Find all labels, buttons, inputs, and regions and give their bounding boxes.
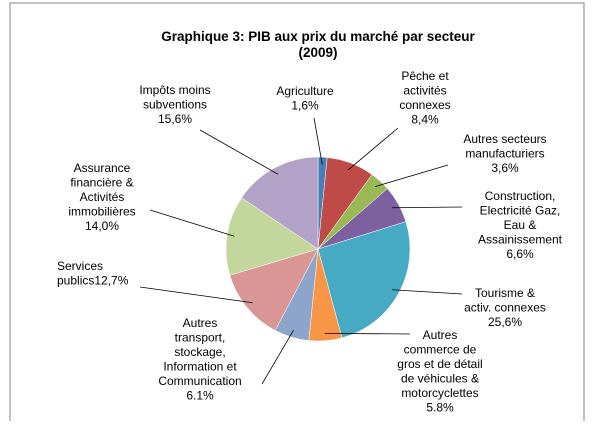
leader-line bbox=[261, 329, 294, 385]
leader-line bbox=[375, 164, 449, 187]
label-line: Tourisme & bbox=[475, 286, 535, 300]
label-line: Electricité Gaz, bbox=[480, 204, 561, 218]
value-label: 8,4% bbox=[411, 113, 439, 127]
label-line: Activités bbox=[80, 190, 125, 204]
value-label: 6.1% bbox=[186, 389, 214, 403]
leader-line bbox=[139, 286, 253, 304]
slice-label: Autres commerce de gros et de détail de véh… bbox=[397, 328, 482, 415]
pie-slice bbox=[317, 221, 411, 339]
chart-title: Graphique 3: PIB aux prix du marché par … bbox=[161, 29, 475, 44]
pie-slice bbox=[241, 156, 319, 250]
value-label: 12,7% bbox=[94, 274, 128, 288]
value-label: 15,6% bbox=[158, 112, 192, 126]
label-line: manufacturiers bbox=[465, 147, 544, 161]
value-label: 3,6% bbox=[491, 161, 519, 175]
slice-label: Assurance financière & Activités immobilièr… bbox=[68, 161, 135, 233]
label-line: financière & bbox=[70, 176, 133, 190]
label-line: gros et de détail bbox=[397, 357, 482, 371]
label-line: Agriculture bbox=[276, 84, 334, 98]
chart-subtitle: (2009) bbox=[298, 45, 337, 60]
pie-slice bbox=[229, 248, 319, 331]
label-line: Services bbox=[57, 259, 103, 273]
leader-line bbox=[324, 332, 411, 335]
label-line: Assurance bbox=[74, 161, 131, 175]
leader-line bbox=[392, 289, 463, 295]
label-line: Eau & bbox=[504, 218, 537, 232]
label-line: Autres bbox=[423, 328, 458, 342]
slice-label: Autres transport, stockage, Information et C… bbox=[158, 316, 241, 403]
label-line: commerce de bbox=[404, 343, 477, 357]
label-line: stockage, bbox=[174, 345, 225, 359]
label-line: Impôts moins bbox=[139, 83, 210, 97]
leader-line bbox=[347, 127, 399, 171]
value-label: 14,0% bbox=[85, 219, 119, 233]
leader-line bbox=[313, 117, 323, 165]
label-line: Information et bbox=[163, 360, 237, 374]
label-line: de véhicules & bbox=[401, 372, 479, 386]
value-label: 1,6% bbox=[291, 99, 319, 113]
leader-line bbox=[391, 206, 463, 209]
label-line: transport, bbox=[175, 331, 226, 345]
leader-line bbox=[149, 209, 235, 237]
label-line: publics bbox=[57, 274, 94, 288]
label-line: motorcyclettes bbox=[401, 386, 478, 400]
label-line: subventions bbox=[143, 98, 207, 112]
slice-label: Pêche et activités connexes 8,4% bbox=[399, 69, 450, 127]
pie-slice bbox=[225, 197, 319, 276]
slice-label: Services publics12,7% bbox=[57, 259, 129, 288]
slice-label: Construction, Electricité Gaz, Eau & Assain… bbox=[478, 189, 563, 261]
label-line: Autres secteurs bbox=[463, 132, 546, 146]
label-line: Construction, bbox=[485, 189, 556, 203]
slice-label: Impôts moins subventions 15,6% bbox=[139, 83, 210, 126]
label-line: immobilières bbox=[68, 205, 135, 219]
value-label: 25,6% bbox=[488, 315, 522, 329]
label-line: activ. connexes bbox=[464, 301, 546, 315]
label-line: Pêche et bbox=[401, 69, 449, 83]
leader-line bbox=[199, 129, 279, 175]
slice-label: Tourisme & activ. connexes 25,6% bbox=[464, 286, 546, 329]
value-label: 6,6% bbox=[506, 247, 534, 261]
label-line: Assainissement bbox=[478, 233, 563, 247]
value-label: 5.8% bbox=[426, 401, 454, 415]
label-line: connexes bbox=[399, 98, 450, 112]
label-line: Autres bbox=[183, 316, 218, 330]
label-line: activités bbox=[403, 84, 446, 98]
slice-label: Agriculture 1,6% bbox=[276, 84, 334, 113]
slice-label: Autres secteurs manufacturiers 3,6% bbox=[463, 132, 546, 175]
label-line: Communication bbox=[158, 374, 241, 388]
